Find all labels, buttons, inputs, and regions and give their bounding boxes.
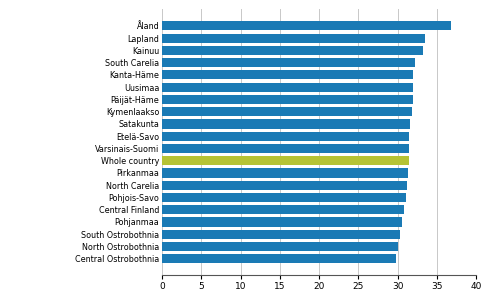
Bar	[162, 132, 409, 141]
Bar	[162, 205, 404, 214]
Bar	[162, 193, 406, 202]
Bar	[162, 58, 415, 67]
Bar	[162, 144, 409, 153]
Bar	[162, 46, 423, 55]
Bar	[162, 254, 396, 263]
Bar	[162, 156, 409, 165]
Bar	[162, 83, 413, 92]
Bar	[162, 107, 412, 116]
Bar	[162, 95, 412, 104]
Bar	[162, 217, 402, 226]
Bar	[162, 168, 408, 177]
Bar	[162, 21, 451, 31]
Bar	[162, 181, 407, 190]
Bar	[162, 230, 400, 239]
Bar	[162, 70, 413, 80]
Bar	[162, 242, 398, 251]
Bar	[162, 34, 425, 43]
Bar	[162, 119, 410, 129]
